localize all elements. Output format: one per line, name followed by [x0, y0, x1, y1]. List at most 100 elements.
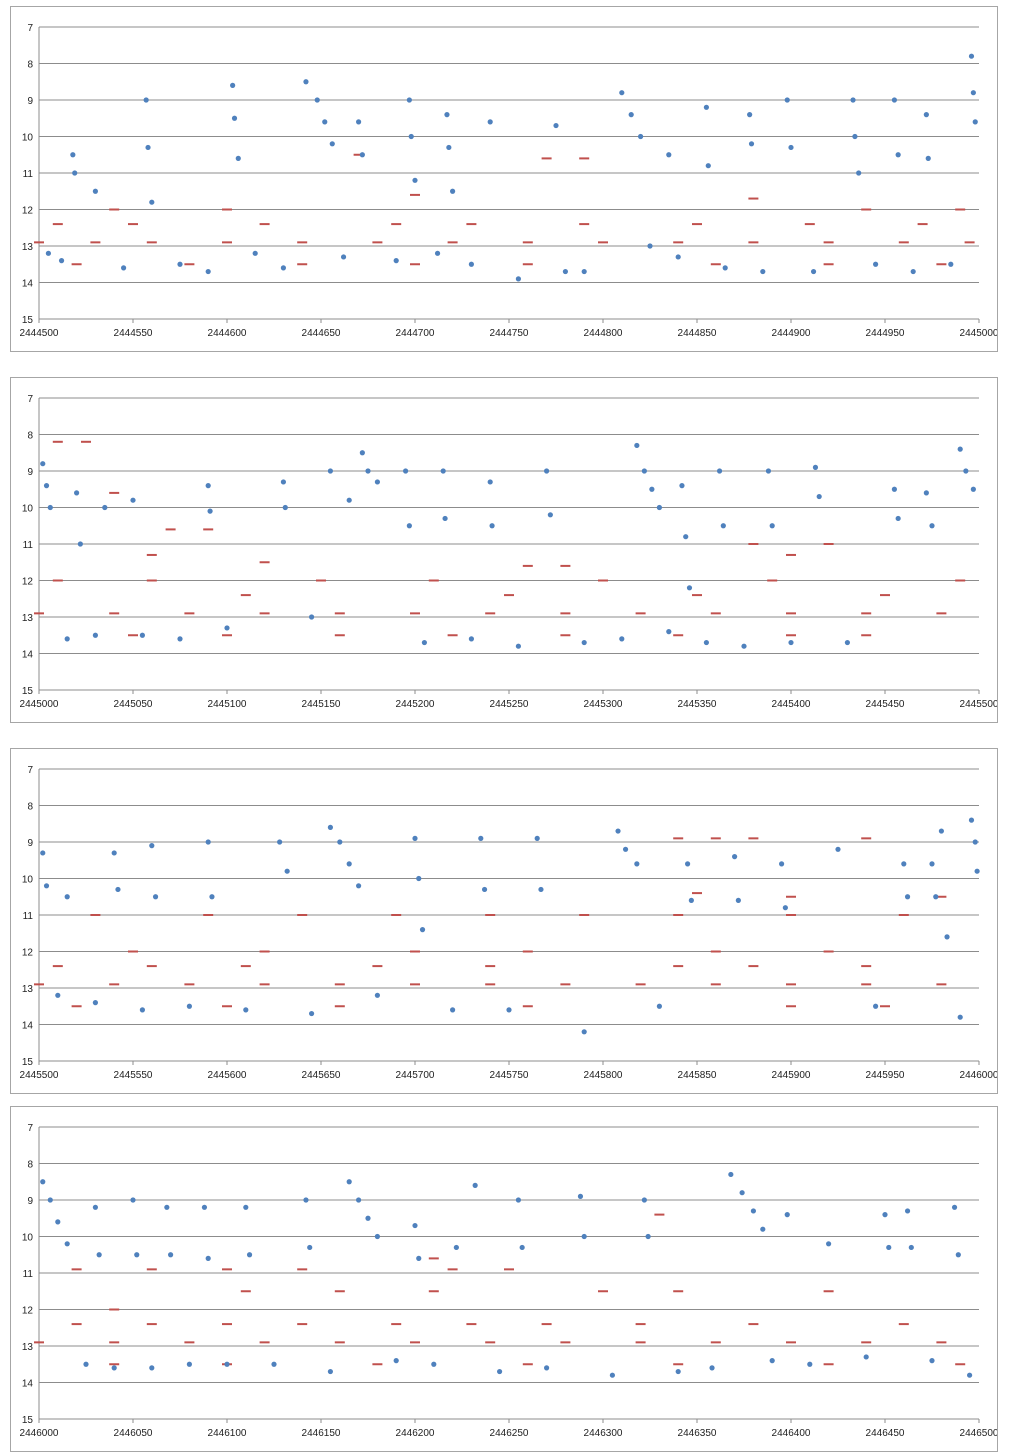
visual-point: [628, 112, 634, 118]
visual-point: [431, 1361, 437, 1367]
visual-point: [641, 468, 647, 474]
visual-point: [277, 839, 283, 845]
visual-point: [243, 1204, 249, 1210]
visual-point: [581, 639, 587, 646]
y-tick-label: 8: [27, 1160, 33, 1171]
visual-point: [908, 1244, 914, 1251]
visual-point: [152, 894, 159, 900]
x-tick-label: 2446200: [396, 1428, 435, 1439]
y-tick-label: 10: [22, 504, 34, 515]
visual-point: [412, 1222, 418, 1229]
visual-point: [327, 1368, 333, 1375]
visual-point: [205, 1255, 211, 1261]
y-tick-label: 14: [22, 279, 34, 290]
visual-point: [77, 541, 83, 547]
visual-point: [168, 1252, 174, 1258]
visual-point: [716, 468, 723, 474]
visual-point: [408, 133, 414, 140]
visual-point: [359, 152, 365, 158]
visual-point: [760, 268, 766, 275]
visual-point: [92, 1204, 98, 1210]
x-tick-label: 2446050: [114, 1428, 153, 1439]
x-tick-label: 2444800: [584, 328, 623, 339]
visual-point: [634, 861, 640, 867]
visual-point: [562, 268, 569, 275]
visual-point: [177, 261, 183, 267]
visual-point: [393, 258, 399, 264]
chart-svg-2: 7 8 9 10 11 12 13 14 15 2445000 2445050 2445100 2445…: [20, 394, 997, 710]
visual-point: [374, 479, 380, 485]
visual-point: [421, 639, 427, 646]
y-tick-label: 15: [22, 686, 34, 697]
visual-point: [769, 1358, 775, 1364]
y-tick-label: 15: [22, 315, 34, 326]
visual-point: [722, 265, 728, 271]
visual-point: [83, 1361, 89, 1367]
y-tick-label: 9: [27, 1196, 33, 1207]
visual-point: [40, 850, 46, 856]
visual-point: [96, 1252, 102, 1258]
visual-point: [812, 464, 819, 470]
visual-point: [130, 497, 136, 503]
visual-point: [416, 1255, 422, 1261]
y-tick-label: 13: [22, 1342, 34, 1353]
visual-point: [547, 512, 553, 518]
visual-point: [359, 450, 365, 456]
visual-point: [309, 1010, 315, 1017]
x-tick-label: 2445250: [490, 699, 529, 710]
x-tick-label: 2445750: [490, 1070, 529, 1081]
visual-point: [340, 254, 347, 260]
visual-point: [143, 97, 149, 103]
y-tick-label: 8: [27, 60, 33, 71]
x-tick-label: 2445400: [772, 699, 811, 710]
y-tick-label: 9: [27, 96, 33, 107]
visual-point: [703, 639, 710, 646]
visual-point: [705, 163, 711, 169]
visual-point: [40, 1179, 46, 1185]
visual-point: [739, 1190, 745, 1196]
visual-point: [497, 1368, 503, 1375]
visual-point: [882, 1212, 888, 1218]
visual-point: [231, 115, 238, 121]
x-tick-label: 2445000: [960, 328, 997, 339]
visual-point: [974, 868, 980, 874]
visual-point: [703, 104, 710, 110]
visual-point: [434, 250, 441, 256]
visual-point: [856, 170, 862, 176]
x-tick-label: 2444750: [490, 328, 529, 339]
y-tick-label: 12: [22, 1306, 34, 1317]
visual-point: [468, 261, 474, 267]
visual-point: [844, 639, 851, 646]
visual-point: [207, 508, 213, 514]
x-tick-label: 2446000: [20, 1428, 59, 1439]
y-tick-label: 7: [27, 23, 33, 34]
visual-point: [271, 1361, 277, 1367]
visual-point: [284, 868, 290, 874]
visual-point: [164, 1204, 170, 1210]
visual-point: [64, 894, 70, 900]
y-tick-label: 8: [27, 802, 33, 813]
visual-point: [406, 97, 412, 103]
visual-point: [929, 861, 935, 867]
visual-point: [750, 1208, 757, 1214]
visual-point: [224, 625, 230, 631]
y-tick-label: 11: [23, 540, 34, 551]
visual-point: [224, 1361, 230, 1367]
visual-point: [538, 886, 544, 893]
visual-point: [303, 1197, 309, 1203]
visual-point: [688, 897, 694, 903]
visual-point: [55, 1219, 61, 1225]
visual-point: [487, 479, 493, 485]
visual-point: [230, 82, 236, 88]
visual-point: [686, 585, 693, 591]
x-tick-label: 2445050: [114, 699, 153, 710]
x-tick-label: 2444700: [396, 328, 435, 339]
visual-point: [895, 152, 901, 158]
visual-point: [901, 861, 907, 867]
visual-point: [58, 258, 65, 264]
y-tick-label: 15: [22, 1415, 34, 1426]
visual-point: [102, 504, 108, 511]
visual-point: [416, 875, 422, 882]
visual-point: [440, 468, 446, 474]
visual-point: [788, 639, 794, 646]
